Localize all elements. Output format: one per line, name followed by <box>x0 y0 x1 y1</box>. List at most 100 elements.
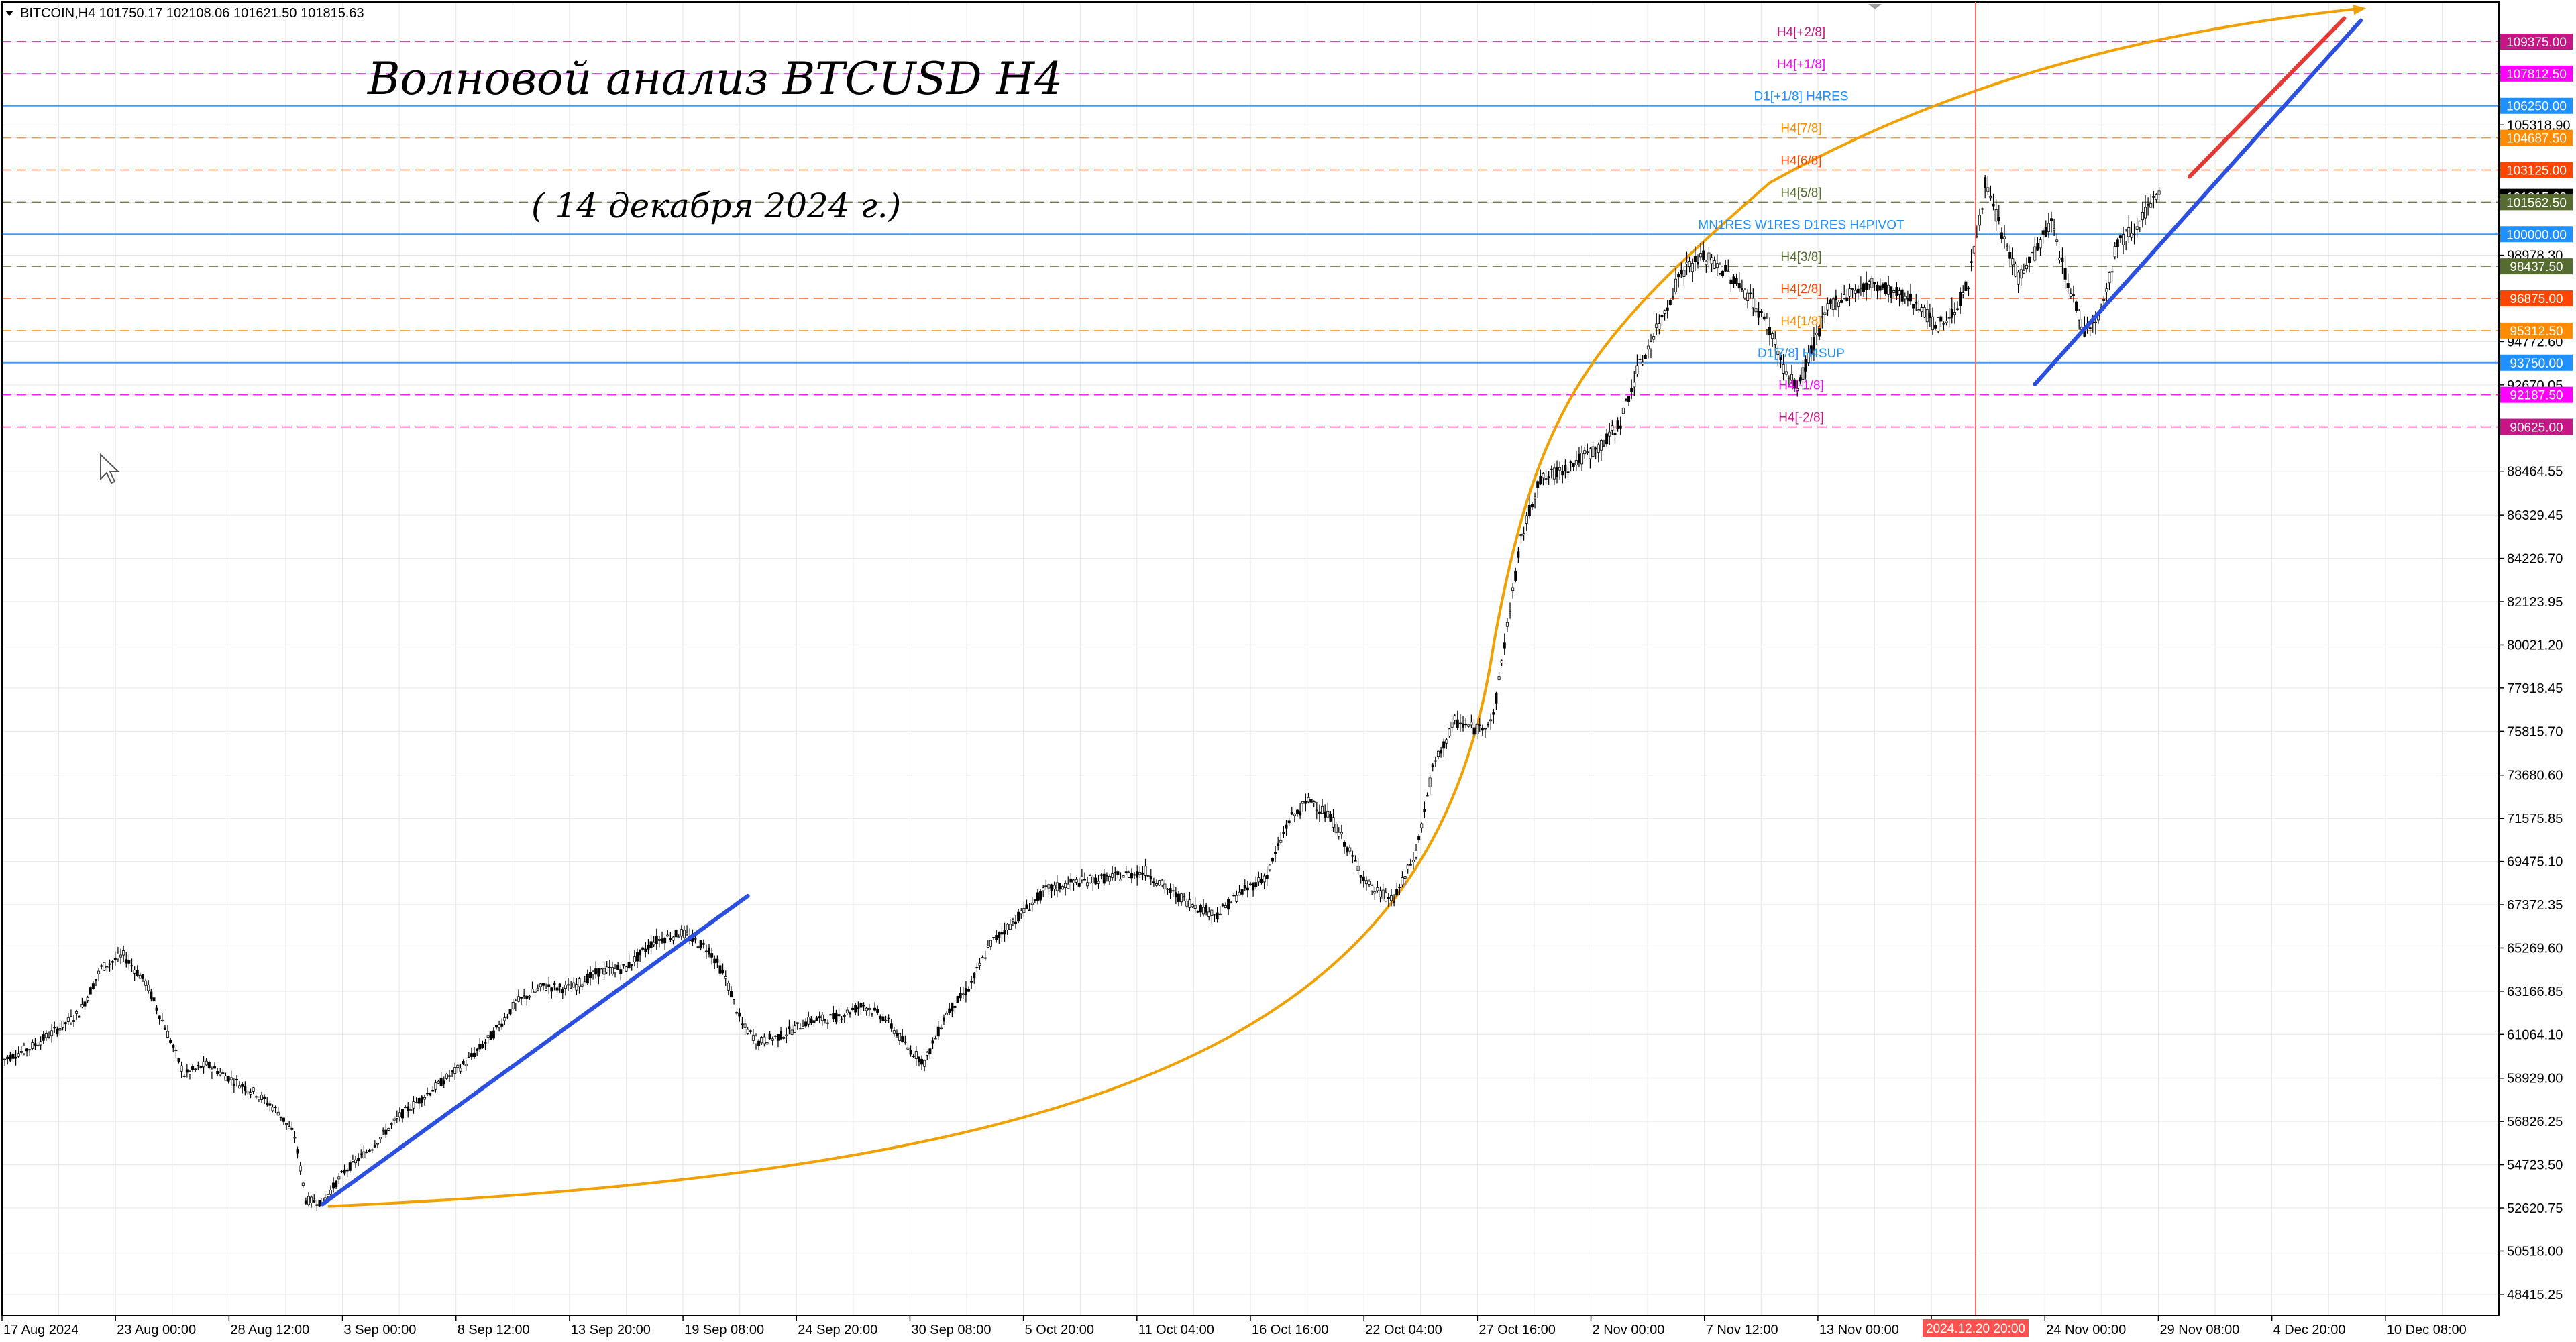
candle-body <box>1793 379 1796 389</box>
candle-body <box>1221 904 1224 906</box>
candle-body <box>807 1017 810 1025</box>
candle-body <box>1771 333 1774 339</box>
candle-body <box>575 984 578 991</box>
candle-body <box>771 1038 774 1041</box>
candle-body <box>1790 374 1793 381</box>
candle-body <box>392 1118 396 1121</box>
candle-body <box>2075 301 2078 311</box>
candle-body <box>666 934 669 937</box>
candle-body <box>2135 226 2139 230</box>
candle-body <box>53 1027 56 1029</box>
candle-body <box>1613 433 1617 435</box>
candle-body <box>906 1047 910 1050</box>
price-tick-label: 86329.45 <box>2507 508 2563 523</box>
candle-body <box>481 1044 484 1048</box>
candle-body <box>724 976 727 979</box>
candle-body <box>998 932 1001 938</box>
price-tick-label: 67372.35 <box>2507 898 2563 913</box>
candle-body <box>1077 883 1081 887</box>
candle-body <box>72 1020 76 1022</box>
candle-body <box>1254 882 1258 887</box>
candle-body <box>1547 476 1550 478</box>
candle-body <box>213 1066 217 1069</box>
candle-body <box>741 1023 744 1025</box>
chart-header: BITCOIN,H4 101750.17 102108.06 101621.50… <box>5 6 364 21</box>
price-badge-label: 109375.00 <box>2506 36 2567 50</box>
candle-body <box>1619 425 1622 429</box>
candle-body <box>1945 321 1948 323</box>
candle-body <box>920 1058 924 1065</box>
candle-body <box>881 1016 885 1021</box>
candle-body <box>266 1102 269 1105</box>
candle-body <box>136 970 139 976</box>
candle-body <box>1075 879 1078 883</box>
candle-body <box>1456 719 1459 728</box>
candle-body <box>755 1036 758 1044</box>
candle-body <box>1379 890 1382 897</box>
trend-line[interactable] <box>2033 18 2363 386</box>
candle-body <box>1527 504 1531 516</box>
candle-body <box>1950 309 1953 318</box>
candle-body <box>2058 257 2061 261</box>
candle-body <box>379 1137 382 1139</box>
candle-body <box>1774 339 1777 345</box>
candle-body <box>804 1021 808 1027</box>
candle-body <box>1519 534 1523 537</box>
candle-body <box>854 1005 857 1013</box>
candle-body <box>710 953 714 958</box>
candle-body <box>238 1085 241 1089</box>
candle-body <box>961 993 965 995</box>
candle-body <box>1845 297 1849 301</box>
candle-body <box>1393 901 1396 903</box>
candle-body <box>232 1083 235 1086</box>
candle-body <box>1569 461 1572 463</box>
candle-body <box>1920 307 1923 313</box>
candle-body <box>1428 777 1432 787</box>
candle-body <box>2028 256 2031 264</box>
candle-body <box>1279 840 1283 843</box>
candle-body <box>1517 551 1520 558</box>
trend-line[interactable] <box>2187 16 2347 179</box>
dropdown-triangle-icon[interactable] <box>5 11 13 16</box>
chart-shift-icon[interactable] <box>1868 4 1882 9</box>
candle-body <box>1467 724 1470 727</box>
candle-body <box>1440 750 1443 754</box>
candle-body <box>1834 295 1837 300</box>
candle-body <box>1124 871 1128 873</box>
candle-body <box>1713 260 1716 269</box>
candle-body <box>2014 263 2017 277</box>
candle-body <box>439 1078 443 1087</box>
candle-body <box>119 954 123 958</box>
candle-body <box>1163 883 1167 889</box>
candle-body <box>1058 883 1061 889</box>
price-badge <box>2500 290 2573 307</box>
candle-body <box>699 940 702 949</box>
candle-body <box>1152 881 1155 884</box>
candle-body <box>1887 284 1890 295</box>
time-tick-label: 28 Aug 12:00 <box>230 1323 309 1337</box>
candle-body <box>545 989 548 991</box>
candle-body <box>1403 876 1407 879</box>
candle-body <box>959 993 962 999</box>
candle-body <box>876 1009 879 1013</box>
candle-body <box>1539 476 1542 485</box>
trend-lines[interactable] <box>320 16 2363 1207</box>
candle-body <box>1688 260 1691 267</box>
candle-body <box>1768 327 1772 335</box>
time-tick-label: 19 Sep 08:00 <box>684 1323 764 1337</box>
candle-body <box>978 962 981 966</box>
candle-body <box>177 1058 180 1062</box>
candle-body <box>751 1035 755 1041</box>
candle-body <box>931 1040 934 1044</box>
murrey-levels <box>2 41 2499 428</box>
trend-line[interactable] <box>320 893 750 1207</box>
candle-body <box>536 987 539 991</box>
candle-body <box>1240 889 1244 895</box>
candle-body <box>197 1065 200 1066</box>
candle-body <box>1586 451 1589 453</box>
time-axis[interactable]: 17 Aug 2024 23 Aug 00:00 28 Aug 12:00 3 Sep… <box>1 1315 2467 1337</box>
candle-body <box>1495 693 1498 704</box>
price-badge <box>2500 354 2573 371</box>
